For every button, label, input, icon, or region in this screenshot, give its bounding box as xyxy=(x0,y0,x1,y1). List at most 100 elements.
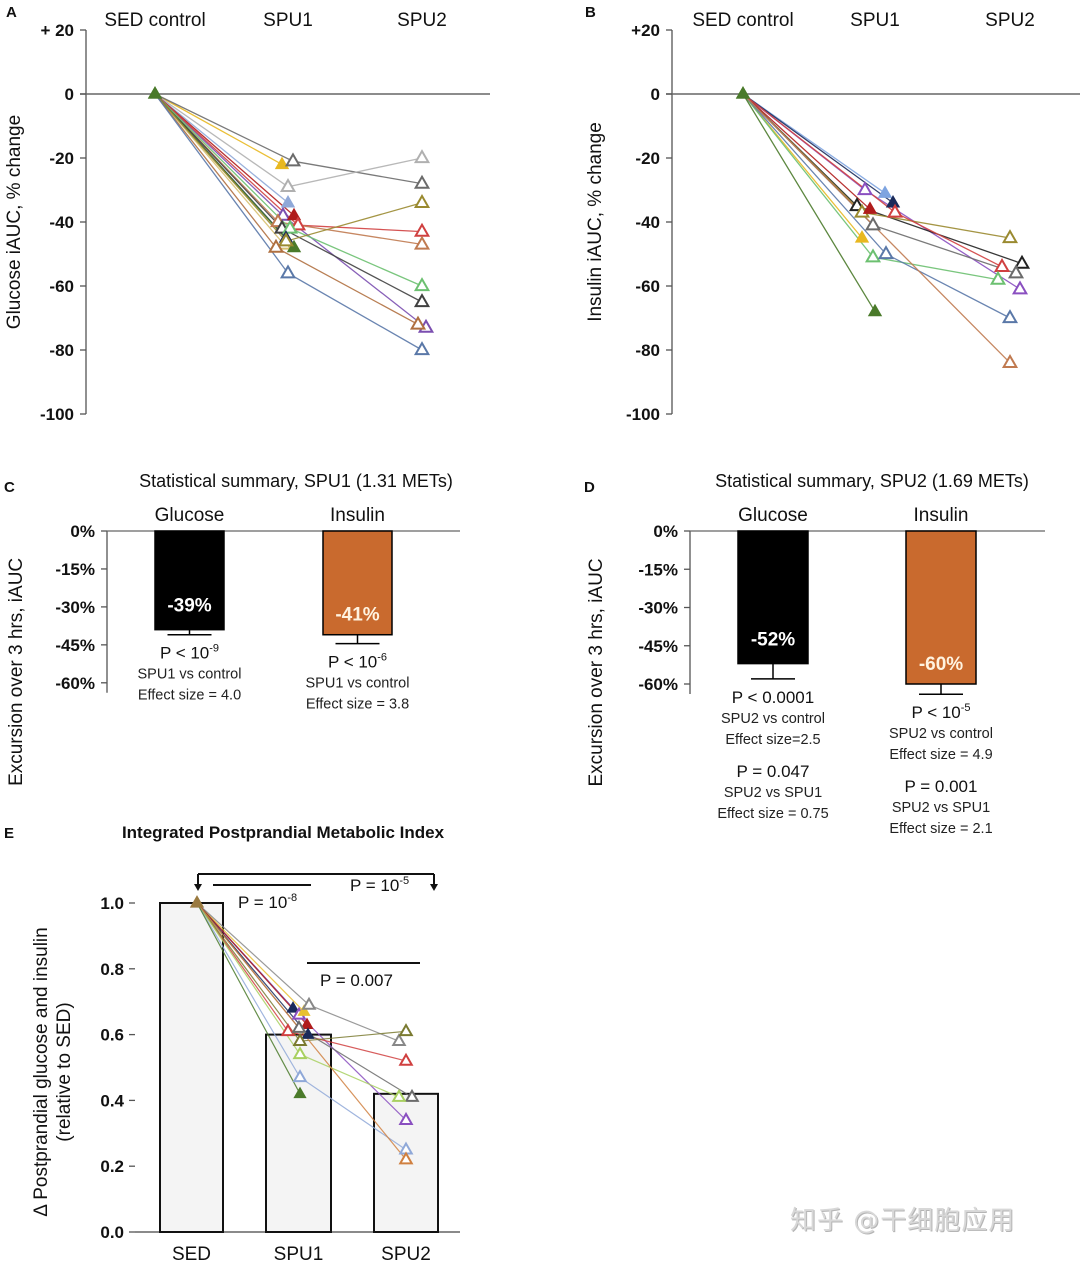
data-point-triangle xyxy=(398,1052,414,1066)
series-line xyxy=(742,93,876,312)
y-axis-label: Excursion over 3 hrs, iAUC xyxy=(6,558,27,786)
bar-value-label: -39% xyxy=(167,596,211,617)
p-value-label: P = 10-8 xyxy=(238,892,297,912)
category-label: SPU1 xyxy=(274,1244,324,1263)
y-tick-label: 0.0 xyxy=(100,1223,124,1242)
data-point-triangle xyxy=(292,1069,308,1083)
bar xyxy=(154,530,225,631)
y-tick-label: -60 xyxy=(635,277,660,296)
data-point-triangle xyxy=(301,996,317,1010)
panel-letter-d: D xyxy=(584,479,595,496)
stat-text: Effect size = 4.0 xyxy=(138,688,241,704)
category-label: SPU1 xyxy=(263,10,313,31)
bar-value-label: -60% xyxy=(919,654,963,675)
data-point-triangle xyxy=(413,193,431,208)
y-tick-label: 0.2 xyxy=(100,1157,124,1176)
data-point-triangle xyxy=(864,248,882,263)
p-value-label: P < 10-5 xyxy=(911,702,970,722)
data-point-triangle xyxy=(404,1088,420,1102)
data-point-triangle xyxy=(280,1023,296,1037)
data-point-triangle xyxy=(301,1027,315,1039)
p-value-label: P < 10-9 xyxy=(160,643,219,663)
panel-letter-e: E xyxy=(4,825,14,842)
data-point-triangle xyxy=(398,1111,414,1125)
stat-text: SPU2 vs SPU1 xyxy=(724,785,822,801)
data-point-triangle xyxy=(413,293,431,308)
y-tick-label: -60% xyxy=(638,675,678,694)
y-tick-label: + 20 xyxy=(40,21,74,40)
data-point-triangle xyxy=(886,203,904,218)
y-tick-label: -30% xyxy=(55,598,95,617)
panel-letter-a: A xyxy=(6,4,17,21)
data-point-triangle xyxy=(391,1032,407,1046)
stat-text: Effect size = 0.75 xyxy=(717,806,828,822)
data-point-triangle xyxy=(391,1088,407,1102)
y-tick-label: 1.0 xyxy=(100,894,124,913)
y-tick-label: 0 xyxy=(65,85,74,104)
category-label: SPU1 xyxy=(850,10,900,31)
stat-text: SPU1 vs control xyxy=(306,676,410,692)
data-point-triangle xyxy=(279,264,297,279)
category-label: Glucose xyxy=(738,505,808,526)
y-tick-label: -20 xyxy=(49,149,74,168)
data-point-triangle xyxy=(989,270,1007,285)
data-point-triangle xyxy=(1001,309,1019,324)
data-point-triangle xyxy=(189,895,205,908)
p-value-label: P = 0.047 xyxy=(737,762,810,781)
category-label: Glucose xyxy=(155,505,225,526)
y-axis-label: Glucose iAUC, % change xyxy=(4,115,25,329)
data-point-triangle xyxy=(735,86,751,99)
data-point-triangle xyxy=(147,86,163,99)
chart-title: Integrated Postprandial Metabolic Index xyxy=(122,823,445,842)
y-tick-label: -100 xyxy=(626,405,660,424)
y-tick-label: -15% xyxy=(55,560,95,579)
series-line xyxy=(742,93,1003,268)
data-point-triangle xyxy=(1001,229,1019,244)
data-point-triangle xyxy=(286,1001,300,1013)
y-axis-label-secondary: (relative to SED) xyxy=(54,1002,75,1141)
bar xyxy=(737,530,809,665)
category-label: SPU2 xyxy=(985,10,1035,31)
data-point-triangle xyxy=(413,174,431,189)
y-tick-label: 0.4 xyxy=(100,1091,124,1110)
data-point-triangle xyxy=(289,216,307,231)
series-line xyxy=(154,93,295,217)
arrow-head xyxy=(194,884,202,891)
y-tick-label: -45% xyxy=(638,637,678,656)
data-point-triangle xyxy=(854,230,870,243)
panel-letter-b: B xyxy=(585,4,596,21)
bar xyxy=(159,902,224,1233)
data-point-triangle xyxy=(877,245,895,260)
bar xyxy=(265,1033,332,1233)
data-point-triangle xyxy=(1007,264,1025,279)
data-point-triangle xyxy=(293,1086,307,1099)
y-axis-label: Excursion over 3 hrs, iAUC xyxy=(586,558,607,786)
stat-text: SPU2 vs control xyxy=(889,726,993,742)
series-line xyxy=(742,93,1011,319)
category-label: Insulin xyxy=(330,505,385,526)
panel-c-spu1-summary: C Statistical summary, SPU1 (1.31 METs) 0… xyxy=(4,471,460,786)
data-point-triangle xyxy=(413,149,431,164)
y-tick-label: 0% xyxy=(70,522,95,541)
chart-title: Statistical summary, SPU1 (1.31 METs) xyxy=(139,471,453,491)
y-tick-label: +20 xyxy=(631,21,660,40)
category-label: SPU2 xyxy=(381,1244,431,1263)
data-point-triangle xyxy=(413,341,431,356)
y-axis-label: Insulin iAUC, % change xyxy=(585,122,606,322)
data-point-triangle xyxy=(398,1151,414,1165)
p-value-label: P = 0.007 xyxy=(320,971,393,990)
stat-text: Effect size=2.5 xyxy=(725,732,820,748)
data-point-triangle xyxy=(284,152,302,167)
panel-letter-c: C xyxy=(4,479,15,496)
y-tick-label: -15% xyxy=(638,560,678,579)
y-tick-label: 0% xyxy=(653,522,678,541)
y-tick-label: -40 xyxy=(49,213,74,232)
category-label: SPU2 xyxy=(397,10,447,31)
data-point-triangle xyxy=(279,177,297,192)
y-tick-label: -60% xyxy=(55,674,95,693)
panel-e-metabolic-index: E Integrated Postprandial Metabolic Inde… xyxy=(4,823,460,1263)
data-point-triangle xyxy=(300,1017,314,1030)
data-point-triangle xyxy=(267,238,285,253)
chart-title: Statistical summary, SPU2 (1.69 METs) xyxy=(715,471,1029,491)
data-point-triangle xyxy=(398,1023,414,1037)
